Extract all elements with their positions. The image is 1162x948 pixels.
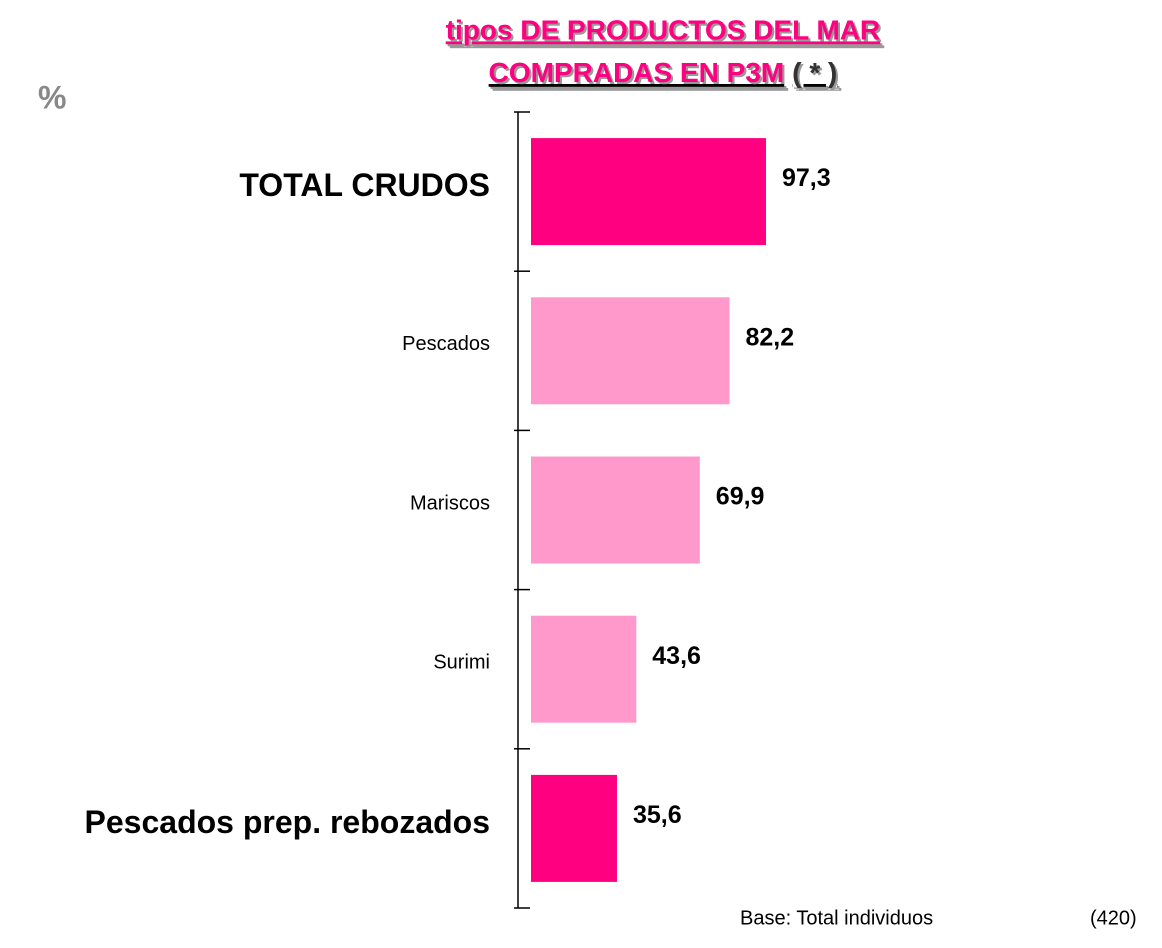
category-label: TOTAL CRUDOS	[239, 167, 490, 203]
data-label: 69,9	[716, 483, 765, 511]
footnote-n: (420)	[1090, 907, 1137, 929]
category-label: Surimi	[433, 651, 490, 673]
category-label: Pescados	[402, 333, 490, 355]
bar	[531, 297, 730, 405]
chart-title-line: COMPRADAS EN P3M( * )	[489, 57, 838, 88]
unit-label: %	[38, 79, 66, 115]
category-label: Pescados prep. rebozados	[85, 804, 490, 840]
footnote: Base: Total individuos	[740, 907, 933, 929]
bar	[531, 138, 766, 246]
bar	[531, 456, 700, 564]
bar	[531, 615, 637, 723]
data-label: 43,6	[652, 642, 701, 670]
data-label: 82,2	[746, 323, 795, 351]
category-label: Mariscos	[410, 492, 490, 514]
data-label: 97,3	[782, 164, 831, 192]
chart-title: COMPRADAS EN P3M	[489, 57, 785, 88]
data-label: 35,6	[633, 801, 682, 829]
title-note: ( * )	[792, 57, 837, 88]
bar	[531, 774, 617, 882]
chart-title: tipos DE PRODUCTOS DEL MAR	[446, 14, 881, 45]
